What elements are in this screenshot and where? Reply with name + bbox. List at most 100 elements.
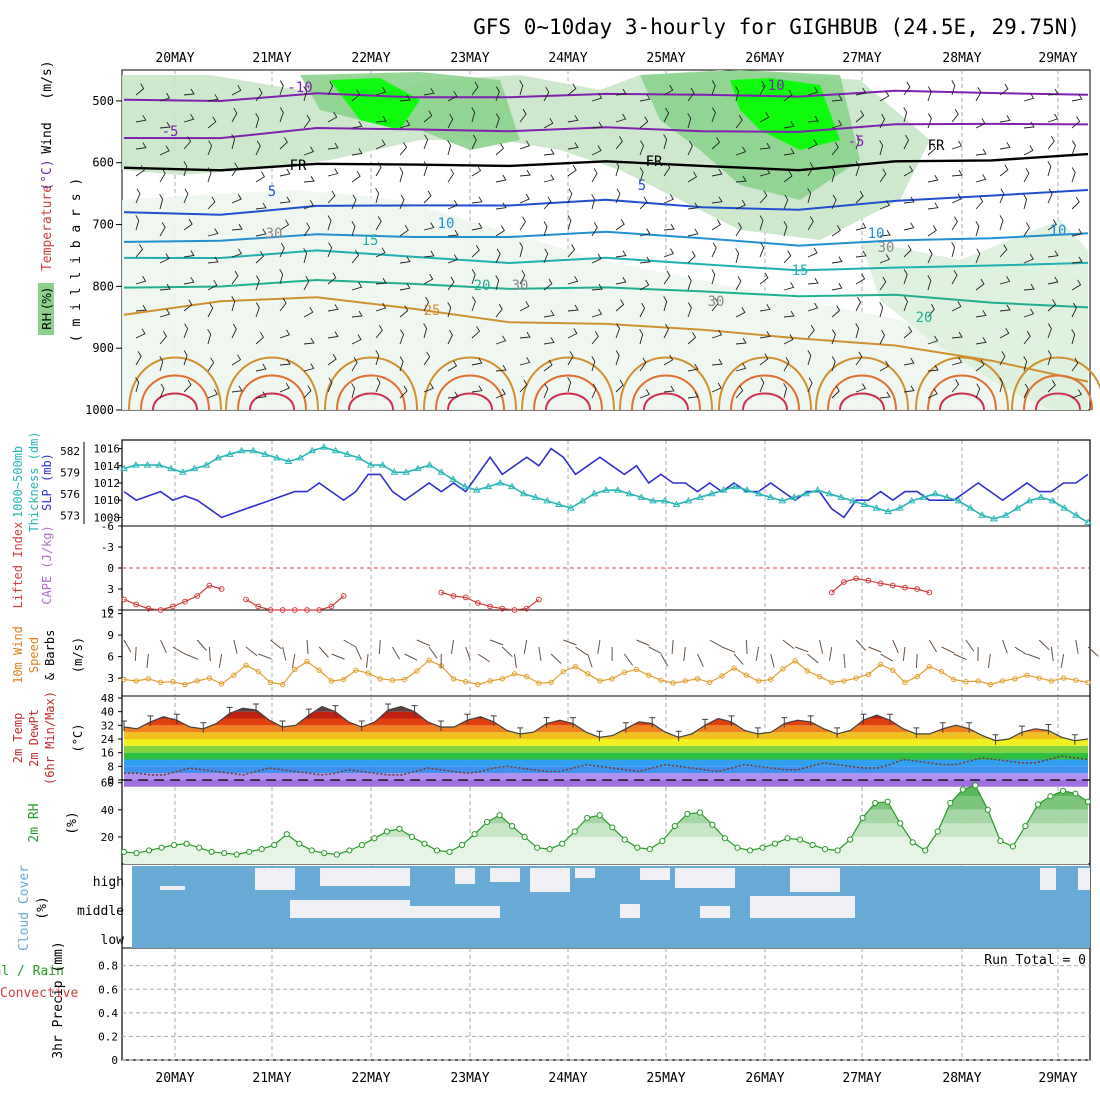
wind10-barb xyxy=(893,640,899,653)
wind10-barb xyxy=(588,654,592,667)
date-label-bottom: 20MAY xyxy=(155,1071,194,1086)
wind-barb xyxy=(976,221,979,236)
wind-barb xyxy=(664,249,673,258)
rh2m-point xyxy=(672,823,677,828)
date-label-bottom: 27MAY xyxy=(842,1071,881,1086)
wind10-barb xyxy=(185,654,198,659)
rh2m-point xyxy=(234,852,239,857)
wind10-barb xyxy=(844,654,845,668)
cloud-gap xyxy=(750,896,855,918)
date-label-bottom: 26MAY xyxy=(745,1071,784,1086)
wind-tick-label: 3 xyxy=(107,672,114,685)
rh2m-point xyxy=(973,783,978,788)
rh2m-point xyxy=(547,846,552,851)
wind10-barb xyxy=(698,654,704,667)
isotherm-label: 15 xyxy=(362,233,379,249)
wind-barb xyxy=(832,257,842,263)
wind10-barb xyxy=(367,654,369,668)
wind10-barb xyxy=(829,647,831,661)
isotherm-label: 15 xyxy=(792,263,809,279)
cloud-gap xyxy=(620,904,640,918)
wind-barb xyxy=(808,248,817,257)
wind10-barb xyxy=(637,640,650,646)
thickness-tick-label: 576 xyxy=(60,488,80,501)
wind-barb xyxy=(520,194,529,203)
wind-tick-label: 12 xyxy=(101,608,114,621)
wind-barb xyxy=(1024,168,1029,182)
date-label-top: 21MAY xyxy=(252,51,291,66)
temp-band xyxy=(122,780,1090,787)
wind-barb xyxy=(424,191,431,203)
slp-tick-label: 1016 xyxy=(94,443,121,456)
cloud-row-label: low xyxy=(101,933,125,948)
isotherm-label: 20 xyxy=(474,278,491,294)
wind-barb xyxy=(832,283,842,290)
slp-tick-label: 1012 xyxy=(94,477,121,490)
wind10-barb xyxy=(795,647,808,652)
rh2m-point xyxy=(985,807,990,812)
rh2m-point xyxy=(710,822,715,827)
date-label-top: 27MAY xyxy=(842,51,881,66)
rh-tick-label: 20 xyxy=(101,831,114,844)
wind-barb xyxy=(880,302,883,317)
isotherm-label: 30 xyxy=(708,294,725,310)
isotherm-label: 30 xyxy=(266,226,283,242)
wind10-barb xyxy=(124,640,131,652)
temp-band xyxy=(122,698,1090,712)
thickness-label: 1000~500mb xyxy=(11,446,25,518)
rh2m-point xyxy=(422,841,427,846)
precip-conv-label: Convective xyxy=(0,986,78,1001)
date-label-bottom: 21MAY xyxy=(252,1071,291,1086)
temp-tick-label: 16 xyxy=(101,747,114,760)
rh2m-point xyxy=(347,848,352,853)
temp-band xyxy=(122,719,1090,726)
wind-barb xyxy=(544,222,547,237)
rh2m-point xyxy=(585,815,590,820)
rh2m-point xyxy=(434,848,439,853)
rh2m-point xyxy=(597,813,602,818)
wind10-barb xyxy=(1003,640,1008,653)
wind-barb xyxy=(688,229,698,236)
rh2m-point xyxy=(910,840,915,845)
wind-barb xyxy=(736,248,739,263)
rh2m-point xyxy=(472,832,477,837)
rh2m-point xyxy=(134,851,139,856)
wind-barb xyxy=(1072,117,1080,129)
rh2m-point xyxy=(535,845,540,850)
wind-barb xyxy=(928,87,931,102)
temp-bands xyxy=(122,698,1090,787)
isotherm-label: 5 xyxy=(638,178,646,194)
wind-barb xyxy=(1048,189,1052,203)
temp2m-label: 2m Temp xyxy=(11,713,25,764)
wind-barb xyxy=(496,143,503,155)
wind-barb xyxy=(256,172,264,182)
rh2m-point xyxy=(885,799,890,804)
isotherm-label: FR xyxy=(928,138,945,154)
cloud-gap xyxy=(160,886,185,890)
isotherm-label: -10 xyxy=(287,80,312,96)
ytick-label: 700 xyxy=(92,218,114,232)
cloud-row-label: middle xyxy=(77,904,124,919)
isotherm-label: -5 xyxy=(162,124,179,140)
date-label-top: 23MAY xyxy=(450,51,489,66)
rh2m-point xyxy=(184,841,189,846)
wind-tick-label: 6 xyxy=(107,651,114,664)
cloud-label: Cloud Cover xyxy=(17,865,32,951)
date-label-bottom: 23MAY xyxy=(450,1071,489,1086)
run-total-label: Run Total = 0 xyxy=(984,953,1086,968)
wind10-barb xyxy=(319,647,328,658)
wind10-barb xyxy=(756,647,758,661)
wind-barb xyxy=(1024,194,1027,209)
isotherm-label: FR xyxy=(290,158,307,174)
rh2m-point xyxy=(860,815,865,820)
wind10-barb xyxy=(490,640,503,645)
thickness-tick-label: 579 xyxy=(60,466,80,479)
wind10-barb xyxy=(331,654,344,659)
cloud-gap xyxy=(255,868,295,890)
wind-barb xyxy=(928,114,931,128)
ytick-label: 800 xyxy=(92,279,114,293)
slp-tick-label: 1014 xyxy=(94,460,121,473)
isotherm-label: 5 xyxy=(268,184,276,200)
temp-band xyxy=(122,739,1090,746)
rh2m-point xyxy=(171,842,176,847)
